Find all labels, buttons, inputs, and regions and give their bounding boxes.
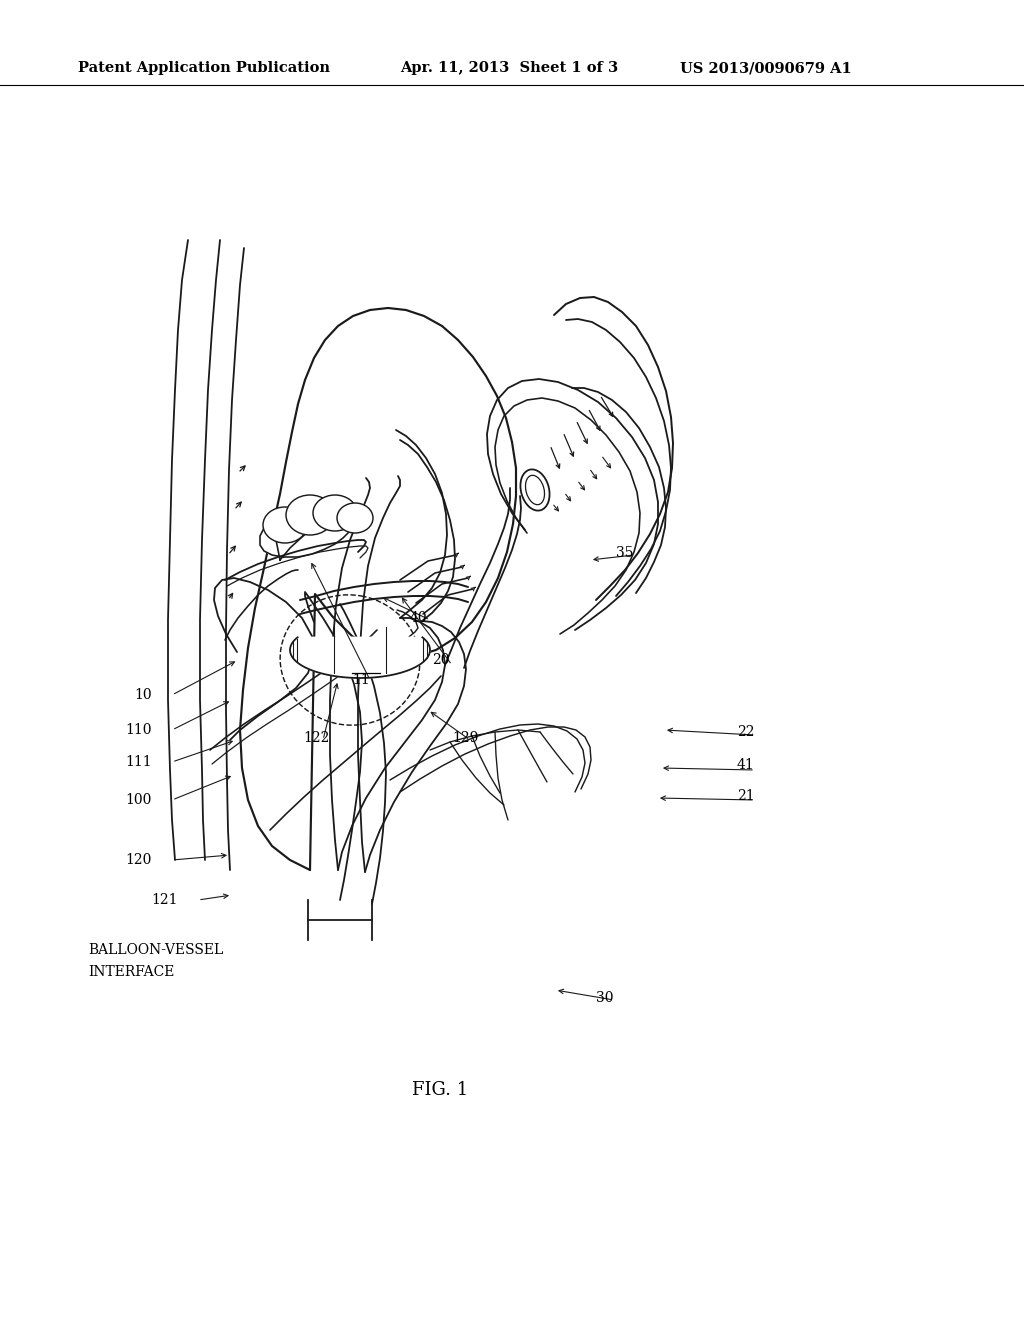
Text: 10: 10 — [134, 688, 152, 702]
Text: Patent Application Publication: Patent Application Publication — [78, 61, 330, 75]
Text: 11: 11 — [352, 673, 370, 686]
Text: 121: 121 — [152, 894, 178, 907]
Text: 110: 110 — [126, 723, 152, 737]
Text: 22: 22 — [737, 725, 755, 739]
Text: 120: 120 — [126, 853, 152, 867]
Text: 129: 129 — [452, 731, 478, 744]
Text: 40: 40 — [410, 611, 428, 624]
Polygon shape — [260, 513, 354, 560]
Text: 30: 30 — [596, 991, 613, 1005]
Ellipse shape — [525, 475, 545, 504]
Ellipse shape — [263, 507, 307, 543]
Polygon shape — [554, 297, 673, 601]
Text: 41: 41 — [737, 758, 755, 772]
Polygon shape — [290, 638, 430, 678]
Ellipse shape — [337, 503, 373, 533]
Text: INTERFACE: INTERFACE — [88, 965, 174, 979]
Text: 111: 111 — [125, 755, 152, 770]
Text: 35: 35 — [616, 546, 634, 560]
Ellipse shape — [286, 495, 334, 535]
Text: 20: 20 — [432, 653, 450, 667]
Ellipse shape — [520, 470, 550, 511]
Ellipse shape — [313, 495, 357, 531]
Text: 100: 100 — [126, 793, 152, 807]
Text: FIG. 1: FIG. 1 — [412, 1081, 468, 1100]
Polygon shape — [240, 308, 516, 870]
Text: BALLOON-VESSEL: BALLOON-VESSEL — [88, 942, 223, 957]
Text: US 2013/0090679 A1: US 2013/0090679 A1 — [680, 61, 852, 75]
Text: 21: 21 — [737, 789, 755, 803]
Text: Apr. 11, 2013  Sheet 1 of 3: Apr. 11, 2013 Sheet 1 of 3 — [400, 61, 618, 75]
Text: 122: 122 — [303, 731, 330, 744]
